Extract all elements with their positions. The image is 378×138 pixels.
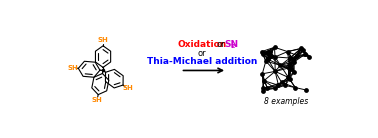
Point: [279, 81, 285, 83]
Text: SH: SH: [122, 85, 133, 91]
Point: [285, 76, 291, 79]
Point: [259, 51, 265, 53]
Point: [276, 84, 282, 86]
Point: [265, 51, 271, 53]
Point: [287, 57, 293, 59]
Point: [298, 47, 304, 50]
Point: [287, 78, 293, 80]
Text: or: or: [198, 49, 206, 58]
Point: [259, 73, 265, 75]
Point: [259, 89, 265, 92]
Point: [301, 49, 307, 51]
Text: SH: SH: [92, 97, 102, 103]
Point: [291, 71, 297, 73]
Point: [307, 55, 313, 58]
Point: [298, 47, 304, 49]
Point: [286, 67, 292, 69]
Text: Oxidation: Oxidation: [177, 40, 227, 49]
Point: [303, 89, 309, 91]
Text: SH: SH: [68, 65, 78, 71]
Point: [261, 80, 267, 82]
Text: 2: 2: [231, 44, 235, 49]
Point: [260, 87, 266, 89]
Point: [272, 87, 278, 89]
Point: [292, 86, 298, 89]
Point: [286, 64, 292, 67]
Text: or: or: [216, 40, 225, 49]
Text: Thia-Michael addition: Thia-Michael addition: [147, 58, 257, 67]
Point: [302, 53, 308, 55]
Text: SN: SN: [224, 40, 238, 49]
Point: [266, 55, 273, 57]
Text: 8 examples: 8 examples: [264, 97, 308, 106]
Point: [264, 86, 270, 89]
Point: [271, 46, 277, 48]
Text: SH: SH: [98, 37, 108, 43]
Point: [290, 58, 296, 60]
Point: [263, 60, 269, 62]
Point: [272, 56, 278, 58]
Point: [285, 51, 291, 53]
Point: [294, 55, 301, 57]
Point: [272, 70, 278, 72]
Point: [267, 51, 273, 53]
Point: [260, 53, 266, 55]
Point: [277, 64, 284, 66]
Point: [282, 84, 288, 87]
Point: [288, 68, 294, 70]
Point: [265, 58, 271, 60]
Point: [291, 61, 297, 63]
